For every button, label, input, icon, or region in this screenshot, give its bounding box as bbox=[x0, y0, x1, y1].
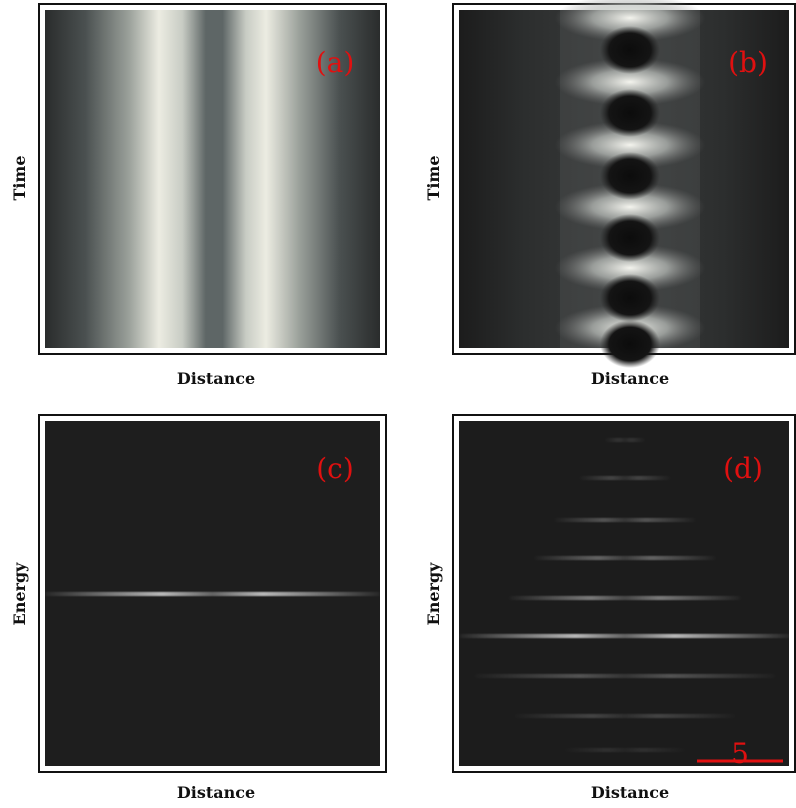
y-axis-label: Time bbox=[424, 155, 443, 200]
density-feature bbox=[515, 714, 735, 718]
density-feature bbox=[565, 748, 685, 752]
density-feature bbox=[555, 244, 705, 292]
density-feature bbox=[605, 438, 645, 442]
density-feature bbox=[580, 476, 670, 480]
density-feature bbox=[600, 320, 660, 368]
density-feature bbox=[600, 214, 660, 262]
y-axis-label: Energy bbox=[10, 562, 29, 626]
density-feature bbox=[555, 0, 705, 42]
x-axis-label: Distance bbox=[591, 783, 669, 802]
panel-label: (c) bbox=[316, 452, 354, 485]
panel-label: (b) bbox=[728, 46, 768, 79]
x-axis-label: Distance bbox=[591, 369, 669, 388]
density-feature bbox=[510, 596, 740, 600]
density-image bbox=[460, 438, 790, 752]
density-feature bbox=[600, 152, 660, 200]
density-feature bbox=[600, 26, 660, 74]
density-image bbox=[45, 10, 380, 348]
density-image bbox=[555, 0, 705, 368]
density-feature bbox=[555, 58, 705, 106]
x-axis-label: Distance bbox=[177, 369, 255, 388]
scale-bar-label: 5 bbox=[731, 737, 749, 770]
energy-line bbox=[45, 592, 380, 596]
y-axis-label: Energy bbox=[424, 562, 443, 626]
density-feature bbox=[475, 674, 775, 678]
density-feature bbox=[555, 518, 695, 522]
panel-label: (d) bbox=[723, 452, 763, 485]
density-feature bbox=[600, 274, 660, 322]
density-feature bbox=[600, 89, 660, 137]
x-axis-label: Distance bbox=[177, 783, 255, 802]
density-feature bbox=[555, 183, 705, 231]
density-feature bbox=[535, 556, 715, 560]
y-axis-label: Time bbox=[10, 155, 29, 200]
panel-label: (a) bbox=[316, 46, 355, 79]
density-feature bbox=[460, 634, 790, 638]
density-feature bbox=[555, 121, 705, 169]
